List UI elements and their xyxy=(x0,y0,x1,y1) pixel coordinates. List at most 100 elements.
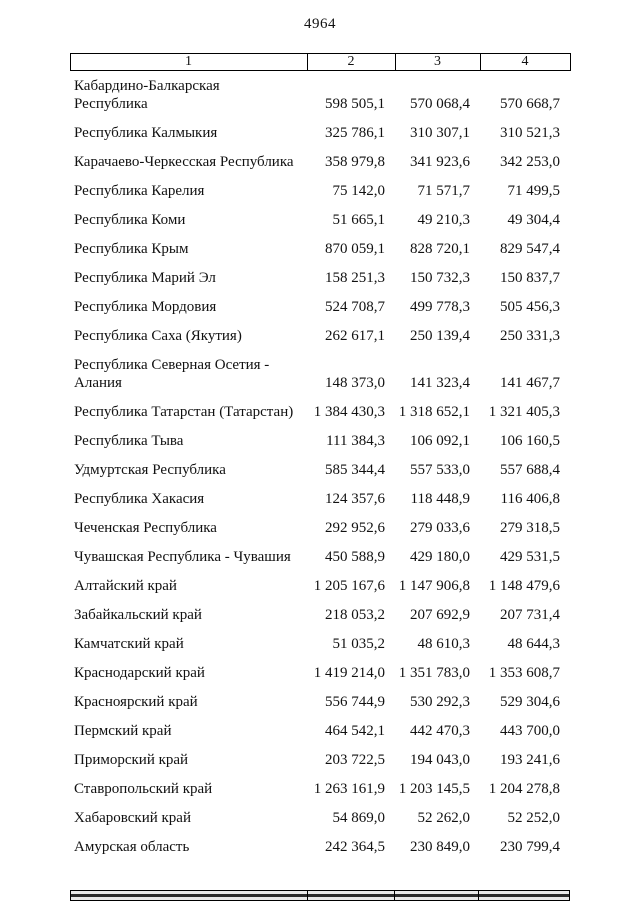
value-cell: 230 799,4 xyxy=(500,838,560,855)
region-name: Республика Мордовия xyxy=(74,298,217,315)
value-cell: 1 204 278,8 xyxy=(488,780,560,797)
region-name: Приморский край xyxy=(74,751,189,768)
region-name: Пермский край xyxy=(74,722,172,739)
partial-cell xyxy=(308,891,395,900)
value-cell: 1 263 161,9 xyxy=(313,780,385,797)
value-cell: 529 304,6 xyxy=(500,693,560,710)
value-cell: 570 068,4 xyxy=(410,95,470,112)
table-row: Республика Саха (Якутия) 262 617,1 250 139… xyxy=(70,321,570,350)
regions-data-table: 1 2 3 4 Кабардино-Балкарская Республика 5… xyxy=(69,53,571,862)
table-row: Республика Хакасия 124 357,6 118 448,9 116 … xyxy=(70,484,570,513)
region-name: Карачаево-Черкесская Республика xyxy=(74,153,294,170)
table-row: Кабардино-Балкарская Республика 598 505,1… xyxy=(70,71,570,119)
value-cell: 51 665,1 xyxy=(332,211,386,228)
partial-cell xyxy=(479,891,569,900)
value-cell: 1 318 652,1 xyxy=(398,403,470,420)
table-row: Карачаево-Черкесская Республика 358 979,8… xyxy=(70,147,570,176)
value-cell: 207 692,9 xyxy=(410,606,470,623)
value-cell: 310 521,3 xyxy=(500,124,560,141)
value-cell: 207 731,4 xyxy=(500,606,560,623)
value-cell: 71 571,7 xyxy=(417,182,471,199)
value-cell: 310 307,1 xyxy=(410,124,470,141)
value-cell: 342 253,0 xyxy=(500,153,560,170)
value-cell: 557 688,4 xyxy=(500,461,560,478)
table-row: Приморский край 203 722,5 194 043,0 193 241… xyxy=(70,745,570,774)
value-cell: 250 331,3 xyxy=(500,327,560,344)
value-cell: 1 353 608,7 xyxy=(488,664,560,681)
value-cell: 429 180,0 xyxy=(410,548,470,565)
region-name: Хабаровский край xyxy=(74,809,191,826)
region-name: Республика Калмыкия xyxy=(74,124,218,141)
table-row: Красноярский край 556 744,9 530 292,3 529 3… xyxy=(70,687,570,716)
region-name: Республика Хакасия xyxy=(74,490,205,507)
value-cell: 1 148 479,6 xyxy=(488,577,560,594)
table-row: Амурская область 242 364,5 230 849,0 230 79… xyxy=(70,832,570,861)
value-cell: 75 142,0 xyxy=(332,182,386,199)
partial-cell xyxy=(71,891,308,900)
table-row: Республика Татарстан (Татарстан) 1 384 43… xyxy=(70,397,570,426)
table-row: Чувашская Республика - Чувашия 450 588,9 4… xyxy=(70,542,570,571)
table-row: Ставропольский край 1 263 161,9 1 203 145,… xyxy=(70,774,570,803)
value-cell: 1 384 430,3 xyxy=(313,403,385,420)
value-cell: 230 849,0 xyxy=(410,838,470,855)
table-row: Республика Коми 51 665,1 49 210,3 49 304,4 xyxy=(70,205,570,234)
value-cell: 141 323,4 xyxy=(410,374,470,391)
table-row: Республика Калмыкия 325 786,1 310 307,1 310… xyxy=(70,118,570,147)
region-name: Красноярский край xyxy=(74,693,198,710)
column-header-4: 4 xyxy=(479,53,571,71)
table-row: Камчатский край 51 035,2 48 610,3 48 644,3 xyxy=(70,629,570,658)
region-name: Камчатский край xyxy=(74,635,184,652)
value-cell: 106 092,1 xyxy=(410,432,470,449)
table-row: Республика Карелия 75 142,0 71 571,7 71 499… xyxy=(70,176,570,205)
value-cell: 193 241,6 xyxy=(500,751,560,768)
value-cell: 71 499,5 xyxy=(507,182,561,199)
value-cell: 49 304,4 xyxy=(507,211,561,228)
value-cell: 124 357,6 xyxy=(325,490,385,507)
value-cell: 429 531,5 xyxy=(500,548,560,565)
value-cell: 279 033,6 xyxy=(410,519,470,536)
value-cell: 52 252,0 xyxy=(507,809,561,826)
region-name: Амурская область xyxy=(74,838,190,855)
region-name: Чеченская Республика xyxy=(74,519,217,536)
value-cell: 118 448,9 xyxy=(410,490,470,507)
next-table-header-partial xyxy=(70,890,570,901)
value-cell: 464 542,1 xyxy=(325,722,385,739)
table-row: Удмуртская Республика 585 344,4 557 533,0 5… xyxy=(70,455,570,484)
table-row: Хабаровский край 54 869,0 52 262,0 52 252,0 xyxy=(70,803,570,832)
value-cell: 106 160,5 xyxy=(500,432,560,449)
region-name: Чувашская Республика - Чувашия xyxy=(74,548,291,565)
value-cell: 325 786,1 xyxy=(325,124,385,141)
region-name: Удмуртская Республика xyxy=(74,461,226,478)
value-cell: 556 744,9 xyxy=(325,693,385,710)
value-cell: 450 588,9 xyxy=(325,548,385,565)
value-cell: 1 419 214,0 xyxy=(313,664,385,681)
table-row: Республика Тыва 111 384,3 106 092,1 106 160… xyxy=(70,426,570,455)
region-name: Республика Северная Осетия - Алания xyxy=(74,356,270,391)
value-cell: 194 043,0 xyxy=(410,751,470,768)
table-body: Кабардино-Балкарская Республика 598 505,1… xyxy=(70,71,570,862)
value-cell: 279 318,5 xyxy=(500,519,560,536)
value-cell: 829 547,4 xyxy=(500,240,560,257)
table-row: Чеченская Республика 292 952,6 279 033,6 27… xyxy=(70,513,570,542)
value-cell: 150 732,3 xyxy=(410,269,470,286)
region-name: Краснодарский край xyxy=(74,664,205,681)
region-name: Республика Крым xyxy=(74,240,189,257)
value-cell: 585 344,4 xyxy=(325,461,385,478)
value-cell: 358 979,8 xyxy=(325,153,385,170)
partial-cell xyxy=(395,891,479,900)
value-cell: 203 722,5 xyxy=(325,751,385,768)
value-cell: 250 139,4 xyxy=(410,327,470,344)
region-name: Республика Тыва xyxy=(74,432,184,449)
value-cell: 341 923,6 xyxy=(410,153,470,170)
value-cell: 870 059,1 xyxy=(325,240,385,257)
value-cell: 49 210,3 xyxy=(417,211,471,228)
value-cell: 52 262,0 xyxy=(417,809,471,826)
value-cell: 48 644,3 xyxy=(507,635,561,652)
value-cell: 1 321 405,3 xyxy=(488,403,560,420)
value-cell: 48 610,3 xyxy=(417,635,471,652)
value-cell: 570 668,7 xyxy=(500,95,560,112)
value-cell: 557 533,0 xyxy=(410,461,470,478)
region-name: Алтайский край xyxy=(74,577,177,594)
region-name: Забайкальский край xyxy=(74,606,202,623)
